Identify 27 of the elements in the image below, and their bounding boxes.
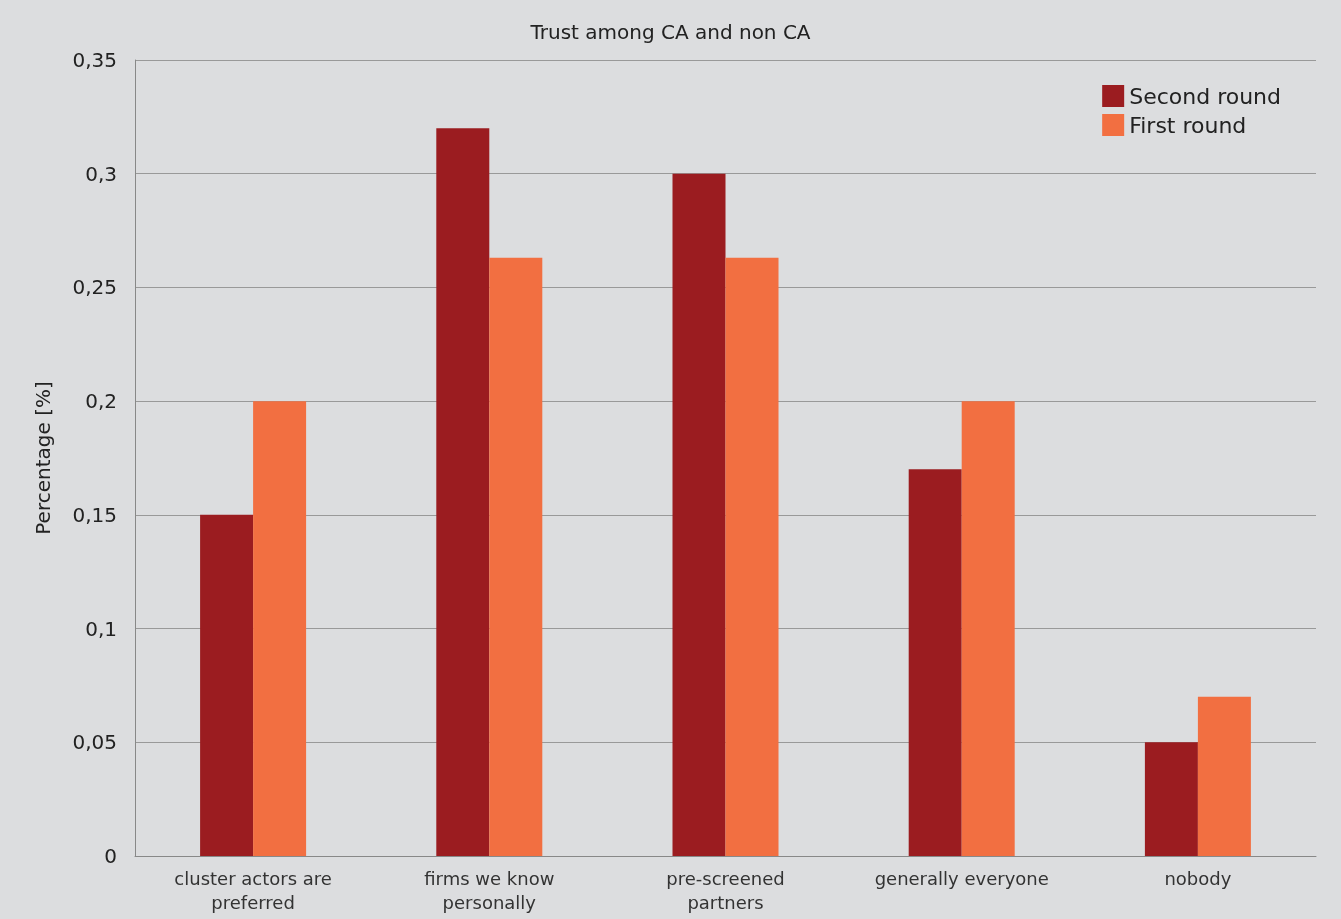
bar bbox=[253, 401, 307, 856]
x-tick-label: nobody bbox=[1164, 867, 1232, 889]
y-tick-label: 0,05 bbox=[72, 730, 117, 755]
y-tick-label: 0,1 bbox=[85, 616, 117, 641]
bar bbox=[672, 173, 726, 856]
bar bbox=[436, 128, 490, 856]
bar bbox=[1144, 742, 1198, 856]
x-tick-label: cluster actors are preferred bbox=[174, 867, 332, 913]
chart-title: Trust among CA and non CA bbox=[529, 20, 811, 44]
y-tick-label: 0,25 bbox=[72, 275, 117, 300]
legend-label: First round bbox=[1129, 112, 1247, 138]
bar bbox=[1197, 696, 1251, 856]
y-axis-title: Percentage [%] bbox=[31, 381, 55, 535]
y-tick-label: 0,3 bbox=[85, 161, 117, 186]
legend-label: Second round bbox=[1129, 83, 1282, 109]
x-tick-label: generally everyone bbox=[874, 867, 1049, 889]
x-tick-label: firms we know personally bbox=[424, 867, 555, 913]
bar bbox=[725, 257, 779, 856]
y-tick-label: 0,35 bbox=[72, 48, 117, 72]
y-tick-label: 0,15 bbox=[72, 502, 117, 527]
bar bbox=[908, 469, 962, 856]
bar bbox=[489, 257, 543, 856]
y-tick-label: 0,2 bbox=[85, 389, 117, 414]
bar bbox=[200, 514, 254, 856]
x-tick-label: pre-screened partners bbox=[666, 867, 785, 913]
y-tick-label: 0 bbox=[104, 844, 117, 868]
bar bbox=[961, 401, 1015, 856]
